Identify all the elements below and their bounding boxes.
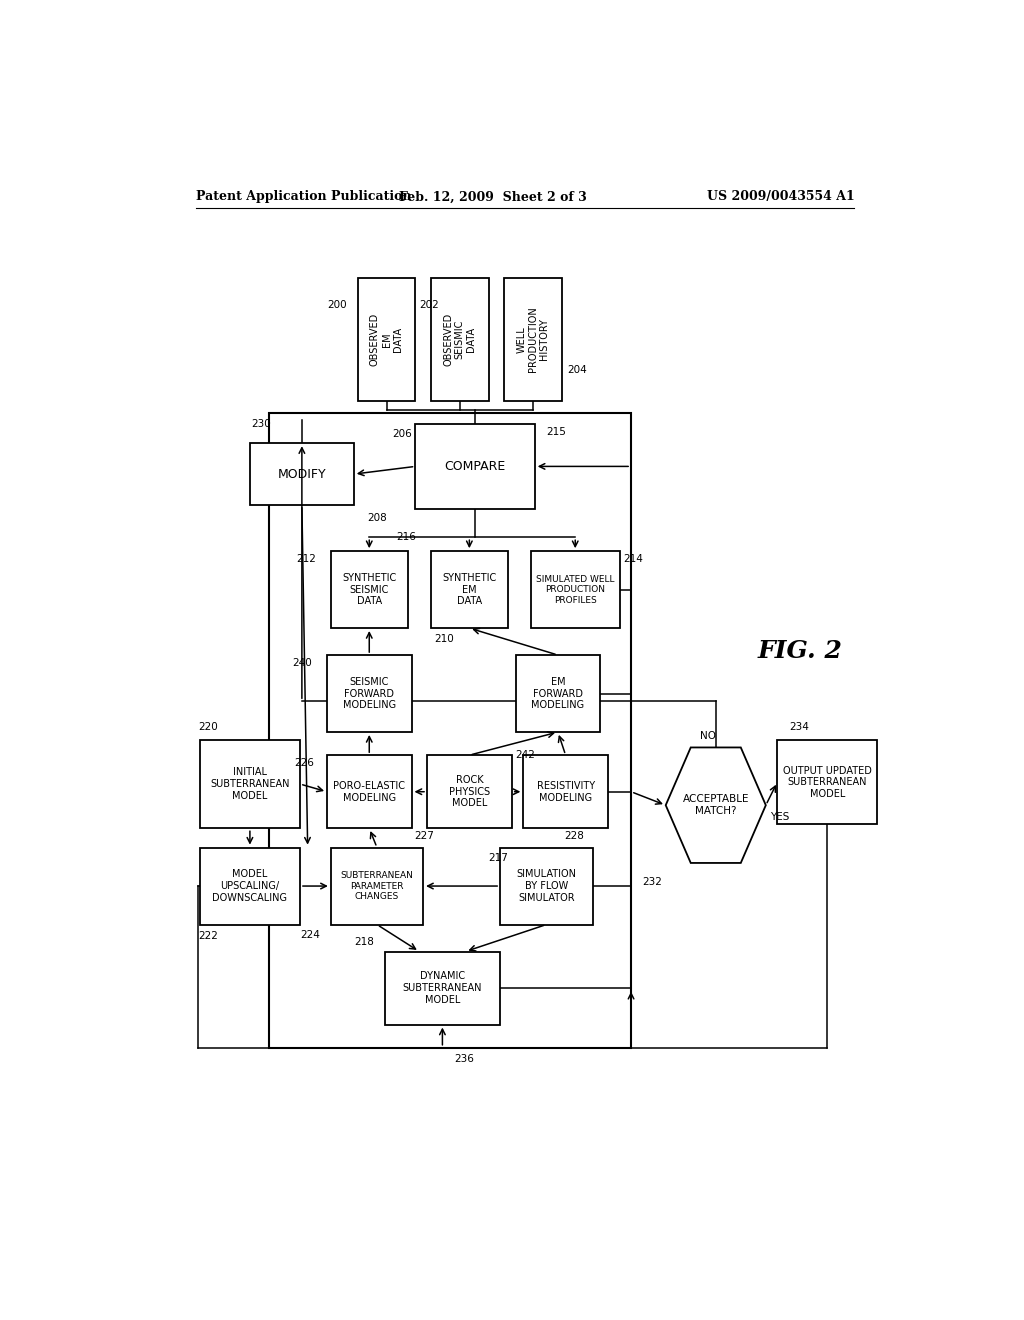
- Bar: [331, 552, 408, 628]
- Polygon shape: [666, 747, 766, 863]
- Bar: [431, 277, 488, 401]
- Text: 227: 227: [414, 832, 434, 841]
- Bar: [777, 739, 878, 825]
- Text: YES: YES: [770, 812, 790, 822]
- Text: WELL
PRODUCTION
HISTORY: WELL PRODUCTION HISTORY: [516, 306, 550, 372]
- Bar: [500, 847, 593, 924]
- Bar: [531, 552, 620, 628]
- Text: 242: 242: [515, 750, 536, 760]
- Text: 218: 218: [354, 937, 374, 948]
- Text: DYNAMIC
SUBTERRANEAN
MODEL: DYNAMIC SUBTERRANEAN MODEL: [402, 972, 482, 1005]
- Text: COMPARE: COMPARE: [444, 459, 506, 473]
- Text: SIMULATION
BY FLOW
SIMULATOR: SIMULATION BY FLOW SIMULATOR: [516, 870, 577, 903]
- Text: 214: 214: [624, 554, 643, 564]
- Text: 204: 204: [567, 366, 587, 375]
- Bar: [416, 424, 535, 508]
- Bar: [250, 444, 354, 506]
- Bar: [269, 413, 631, 1048]
- Text: 220: 220: [199, 722, 218, 731]
- Text: 236: 236: [454, 1055, 474, 1064]
- Bar: [357, 277, 416, 401]
- Text: 206: 206: [392, 429, 412, 440]
- Text: NO: NO: [700, 731, 716, 741]
- Bar: [523, 755, 608, 829]
- Text: 216: 216: [396, 532, 416, 543]
- Text: OBSERVED
EM
DATA: OBSERVED EM DATA: [370, 313, 403, 366]
- Text: SYNTHETIC
SEISMIC
DATA: SYNTHETIC SEISMIC DATA: [342, 573, 396, 606]
- Text: 217: 217: [488, 853, 509, 862]
- Bar: [515, 655, 600, 733]
- Text: 240: 240: [292, 657, 312, 668]
- Bar: [331, 847, 423, 924]
- Bar: [200, 847, 300, 924]
- Text: SEISMIC
FORWARD
MODELING: SEISMIC FORWARD MODELING: [343, 677, 396, 710]
- Bar: [431, 552, 508, 628]
- Text: PORO-ELASTIC
MODELING: PORO-ELASTIC MODELING: [333, 781, 406, 803]
- Text: US 2009/0043554 A1: US 2009/0043554 A1: [707, 190, 854, 203]
- Text: 202: 202: [419, 300, 439, 310]
- Text: 230: 230: [252, 418, 271, 429]
- Text: ACCEPTABLE
MATCH?: ACCEPTABLE MATCH?: [683, 795, 749, 816]
- Text: MODIFY: MODIFY: [278, 467, 327, 480]
- Text: ROCK
PHYSICS
MODEL: ROCK PHYSICS MODEL: [449, 775, 489, 808]
- Text: SIMULATED WELL
PRODUCTION
PROFILES: SIMULATED WELL PRODUCTION PROFILES: [536, 574, 614, 605]
- Text: 222: 222: [199, 931, 218, 941]
- Text: 224: 224: [300, 929, 319, 940]
- Text: 234: 234: [790, 722, 810, 731]
- Text: OBSERVED
SEISMIC
DATA: OBSERVED SEISMIC DATA: [443, 313, 476, 366]
- Text: 212: 212: [296, 554, 316, 564]
- Text: 210: 210: [435, 634, 455, 644]
- Bar: [327, 755, 412, 829]
- Text: MODEL
UPSCALING/
DOWNSCALING: MODEL UPSCALING/ DOWNSCALING: [212, 870, 288, 903]
- Text: 226: 226: [295, 758, 314, 768]
- Text: Feb. 12, 2009  Sheet 2 of 3: Feb. 12, 2009 Sheet 2 of 3: [398, 190, 587, 203]
- Text: Patent Application Publication: Patent Application Publication: [196, 190, 412, 203]
- Bar: [327, 655, 412, 733]
- Text: FIG. 2: FIG. 2: [758, 639, 843, 663]
- Text: SUBTERRANEAN
PARAMETER
CHANGES: SUBTERRANEAN PARAMETER CHANGES: [341, 871, 414, 902]
- Text: 208: 208: [368, 513, 387, 523]
- Text: RESISTIVITY
MODELING: RESISTIVITY MODELING: [537, 781, 595, 803]
- Text: SYNTHETIC
EM
DATA: SYNTHETIC EM DATA: [442, 573, 497, 606]
- Bar: [427, 755, 512, 829]
- Bar: [385, 952, 500, 1024]
- Text: EM
FORWARD
MODELING: EM FORWARD MODELING: [531, 677, 585, 710]
- Text: 228: 228: [564, 832, 584, 841]
- Text: 215: 215: [547, 426, 566, 437]
- Text: OUTPUT UPDATED
SUBTERRANEAN
MODEL: OUTPUT UPDATED SUBTERRANEAN MODEL: [783, 766, 871, 799]
- Text: 200: 200: [327, 300, 346, 310]
- Bar: [504, 277, 562, 401]
- Text: 232: 232: [643, 878, 663, 887]
- Text: INITIAL
SUBTERRANEAN
MODEL: INITIAL SUBTERRANEAN MODEL: [210, 767, 290, 801]
- Bar: [200, 739, 300, 829]
